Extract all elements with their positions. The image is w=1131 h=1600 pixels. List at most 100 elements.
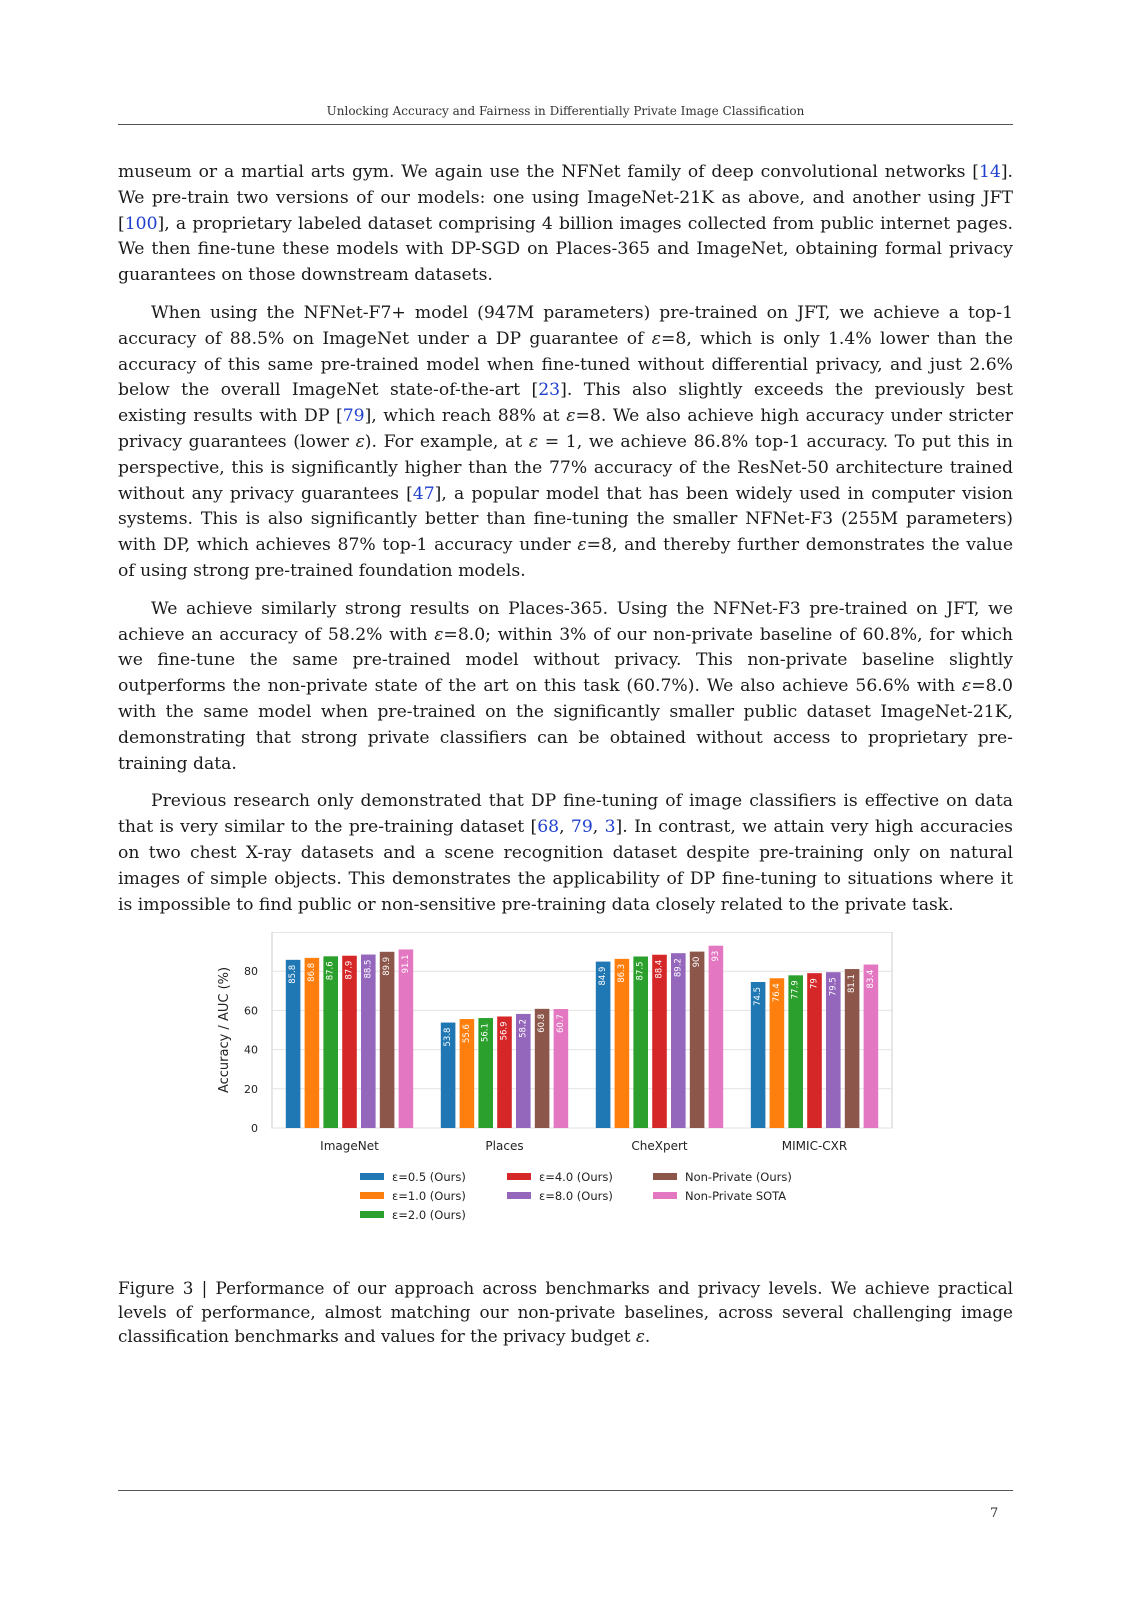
bar [863,964,879,1128]
text-run: , [592,817,605,838]
citation-link[interactable]: 47 [412,483,435,504]
citation-link[interactable]: 100 [124,213,158,234]
bar-value-label: 56.1 [481,1023,491,1042]
bar-value-label: 88.5 [363,960,373,979]
bar-value-label: 86.3 [617,964,627,983]
text-run: ], which reach 88% at [364,406,567,427]
bar [788,975,803,1128]
citation-link[interactable]: 79 [570,817,593,838]
bar [379,951,395,1128]
legend-label: ε=2.0 (Ours) [392,1208,466,1222]
bar-value-label: 89.2 [673,958,683,977]
bar [478,1018,493,1128]
bar [614,958,630,1128]
bar [459,1019,475,1128]
text-run: ]. This also slightly exceeds the previo… [118,380,1013,427]
citation-link[interactable]: 23 [538,380,561,401]
bar [342,955,357,1128]
epsilon-symbol: ε [434,624,444,645]
bar-value-label: 60.8 [537,1014,547,1033]
bar-value-label: 89.9 [382,957,392,976]
y-tick-label: 40 [244,1044,258,1057]
citation-link[interactable]: 79 [342,406,365,427]
x-tick-label: Places [485,1139,523,1153]
legend-swatch [653,1173,677,1180]
bar [807,973,822,1128]
bar [633,956,648,1128]
bar-value-label: 76.4 [772,983,782,1002]
y-tick-label: 0 [251,1122,258,1135]
bar [826,972,841,1128]
y-tick-label: 60 [244,1004,258,1017]
text-run: ], a popular model that has been widely … [118,483,1013,556]
legend-label: ε=1.0 (Ours) [392,1189,466,1203]
bar-value-label: 77.9 [791,980,801,999]
legend-swatch [360,1211,384,1218]
bar-value-label: 87.9 [345,961,355,980]
paragraph: When using the NFNet-F7+ model (947M par… [118,301,1013,585]
header-rule [118,124,1013,125]
text-run: ). For example, at [364,431,529,452]
bar-value-label: 86.8 [307,963,317,982]
bar-value-label: 60.7 [556,1014,566,1033]
bar-value-label: 53.8 [443,1028,453,1047]
bar-value-label: 79.5 [828,977,838,996]
caption-end: . [644,1326,651,1346]
x-tick-label: CheXpert [631,1139,688,1153]
bar [844,969,860,1128]
caption-label: Figure 3 | [118,1278,216,1298]
epsilon-symbol: ε [962,676,972,697]
text-run: Previous research only demonstrated that… [118,791,1013,838]
paragraph: We achieve similarly strong results on P… [118,597,1013,778]
text-run: =8.0 with the same model when pre-traine… [118,676,1013,774]
legend-swatch [507,1173,531,1180]
figure-3: 0 20 40 60 80 Accuracy / AUC (%) 85.8 86.8 87.6 8… [200,931,930,1252]
bar [553,1009,569,1128]
bar-value-label: 91.1 [401,954,411,973]
bar [671,953,686,1128]
y-tick-label: 20 [244,1083,258,1096]
bar [769,978,785,1128]
legend-swatch [360,1173,384,1180]
bar [398,949,414,1128]
citation-link[interactable]: 68 [537,817,560,838]
x-tick-label: MIMIC-CXR [782,1139,847,1153]
bar [750,981,766,1128]
epsilon-symbol: ε [651,328,662,349]
y-axis-label: Accuracy / AUC (%) [217,967,232,1093]
bar-value-label: 58.2 [518,1019,528,1038]
bar-value-label: 93 [711,951,721,962]
citation-link[interactable]: 3 [604,817,616,838]
text-run: , [559,817,571,838]
figure-caption: Figure 3 | Performance of our approach a… [118,1276,1013,1348]
legend-swatch [653,1192,677,1199]
citation-link[interactable]: 14 [978,162,1001,182]
bar-value-label: 85.8 [288,965,298,984]
bar [361,954,376,1128]
bar-value-label: 87.5 [636,962,646,981]
paragraph: museum or a martial arts gym. We again u… [118,160,1013,289]
bar [652,954,667,1128]
caption-epsilon: ε [635,1326,645,1346]
bar [497,1016,512,1128]
bar-value-label: 84.9 [598,967,608,986]
y-tick-label: 80 [244,965,258,978]
bar-value-label: 55.6 [462,1024,472,1043]
text-run: museum or a martial arts gym. We again u… [118,162,979,182]
text-run: =8.0; within 3% of our non-private basel… [118,624,1014,697]
legend-label: Non-Private (Ours) [685,1170,792,1184]
bar [534,1008,550,1128]
epsilon-symbol: ε [566,406,576,427]
text-run: =8, and thereby further demonstrates the… [118,535,1013,581]
bar [323,956,338,1128]
bar [708,945,724,1128]
paragraph: Previous research only demonstrated that… [118,789,1013,918]
text-run: = 1, we achieve 86.8% top-1 accuracy. To… [118,431,1013,504]
text-run: =8. We also achieve high accuracy under … [118,406,1014,452]
legend-label: ε=4.0 (Ours) [539,1170,613,1184]
bar-value-label: 90 [692,957,702,968]
text-run: We achieve similarly strong results on P… [118,598,1013,645]
bar-value-label: 83.4 [866,970,876,989]
body-text: museum or a martial arts gym. We again u… [118,160,1013,930]
x-tick-label: ImageNet [320,1139,379,1153]
